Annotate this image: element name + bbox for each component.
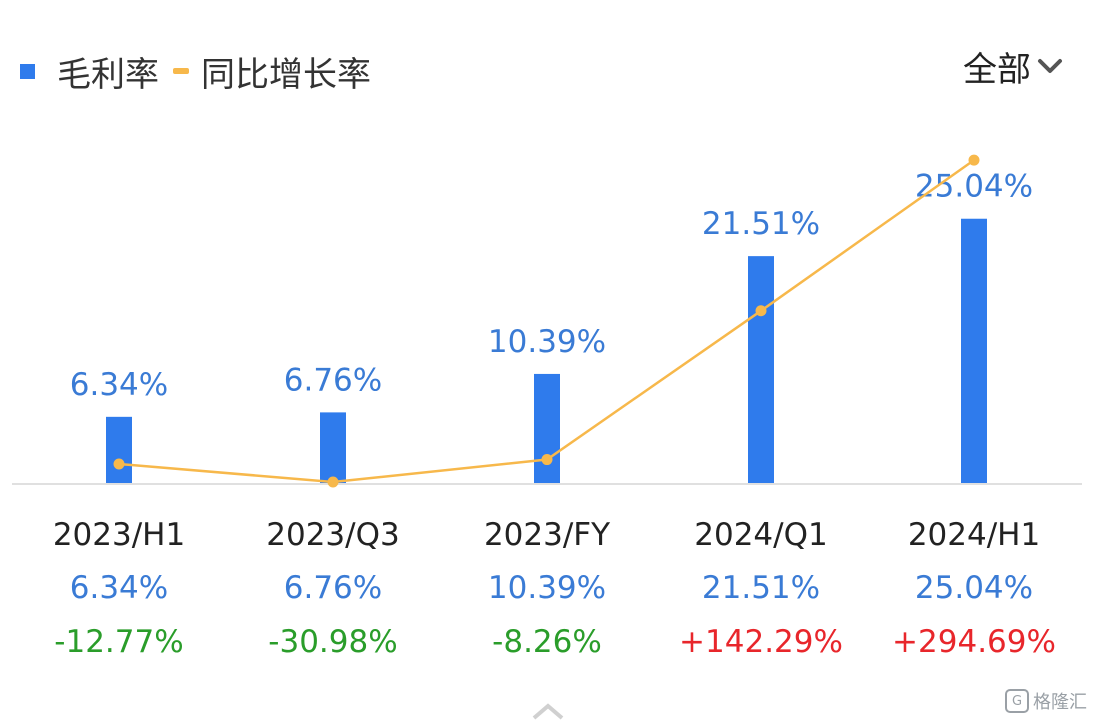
watermark: G 格隆汇 bbox=[1005, 688, 1087, 714]
legend-label-gross-margin: 毛利率 bbox=[57, 54, 159, 95]
gross-margin-swatch-icon bbox=[20, 63, 35, 79]
watermark-text: 格隆汇 bbox=[1033, 692, 1087, 713]
x-tick-label-0: 2023/H1 bbox=[53, 517, 185, 553]
table-gross-margin-2: 10.39% bbox=[488, 570, 606, 606]
table-gross-margin-0: 6.34% bbox=[70, 570, 168, 606]
period-filter-dropdown[interactable]: 全部 bbox=[963, 40, 1063, 92]
bar-1 bbox=[320, 412, 346, 484]
legend-label-yoy-growth: 同比增长率 bbox=[201, 54, 371, 95]
bar-label-1: 6.76% bbox=[284, 362, 382, 398]
table-yoy-growth-1: -30.98% bbox=[268, 624, 397, 660]
yoy-growth-swatch-icon bbox=[173, 68, 189, 74]
period-filter-label: 全部 bbox=[963, 49, 1031, 90]
table-gross-margin-4: 25.04% bbox=[915, 570, 1033, 606]
x-tick-label-3: 2024/Q1 bbox=[694, 517, 827, 553]
legend: 毛利率 同比增长率 bbox=[20, 46, 385, 96]
growth-point-2 bbox=[541, 454, 553, 466]
bar-label-4: 25.04% bbox=[915, 169, 1033, 205]
bar-label-3: 21.51% bbox=[702, 206, 820, 242]
legend-item-yoy-growth[interactable]: 同比增长率 bbox=[173, 47, 371, 96]
bar-label-2: 10.39% bbox=[488, 324, 606, 360]
table-gross-margin-1: 6.76% bbox=[284, 570, 382, 606]
legend-item-gross-margin[interactable]: 毛利率 bbox=[20, 47, 159, 96]
x-tick-label-1: 2023/Q3 bbox=[266, 517, 399, 553]
chevron-up-icon[interactable] bbox=[532, 703, 564, 720]
bar-4 bbox=[961, 218, 987, 485]
table-yoy-growth-4: +294.69% bbox=[892, 624, 1056, 660]
table-yoy-growth-2: -8.26% bbox=[492, 624, 602, 660]
table-yoy-growth-3: +142.29% bbox=[679, 624, 843, 660]
bar-0 bbox=[106, 416, 132, 484]
bar-2 bbox=[534, 373, 560, 484]
growth-point-1 bbox=[327, 476, 339, 488]
growth-point-0 bbox=[113, 458, 125, 470]
x-tick-label-4: 2024/H1 bbox=[908, 517, 1040, 553]
gelonghui-logo-icon: G bbox=[1005, 689, 1029, 713]
table-gross-margin-3: 21.51% bbox=[702, 570, 820, 606]
table-yoy-growth-0: -12.77% bbox=[54, 624, 183, 660]
growth-point-3 bbox=[755, 305, 767, 317]
x-tick-label-2: 2023/FY bbox=[484, 517, 610, 553]
growth-point-4 bbox=[968, 154, 980, 166]
bar-label-0: 6.34% bbox=[70, 367, 168, 403]
chevron-down-icon bbox=[1037, 57, 1063, 75]
bar-3 bbox=[748, 256, 774, 484]
